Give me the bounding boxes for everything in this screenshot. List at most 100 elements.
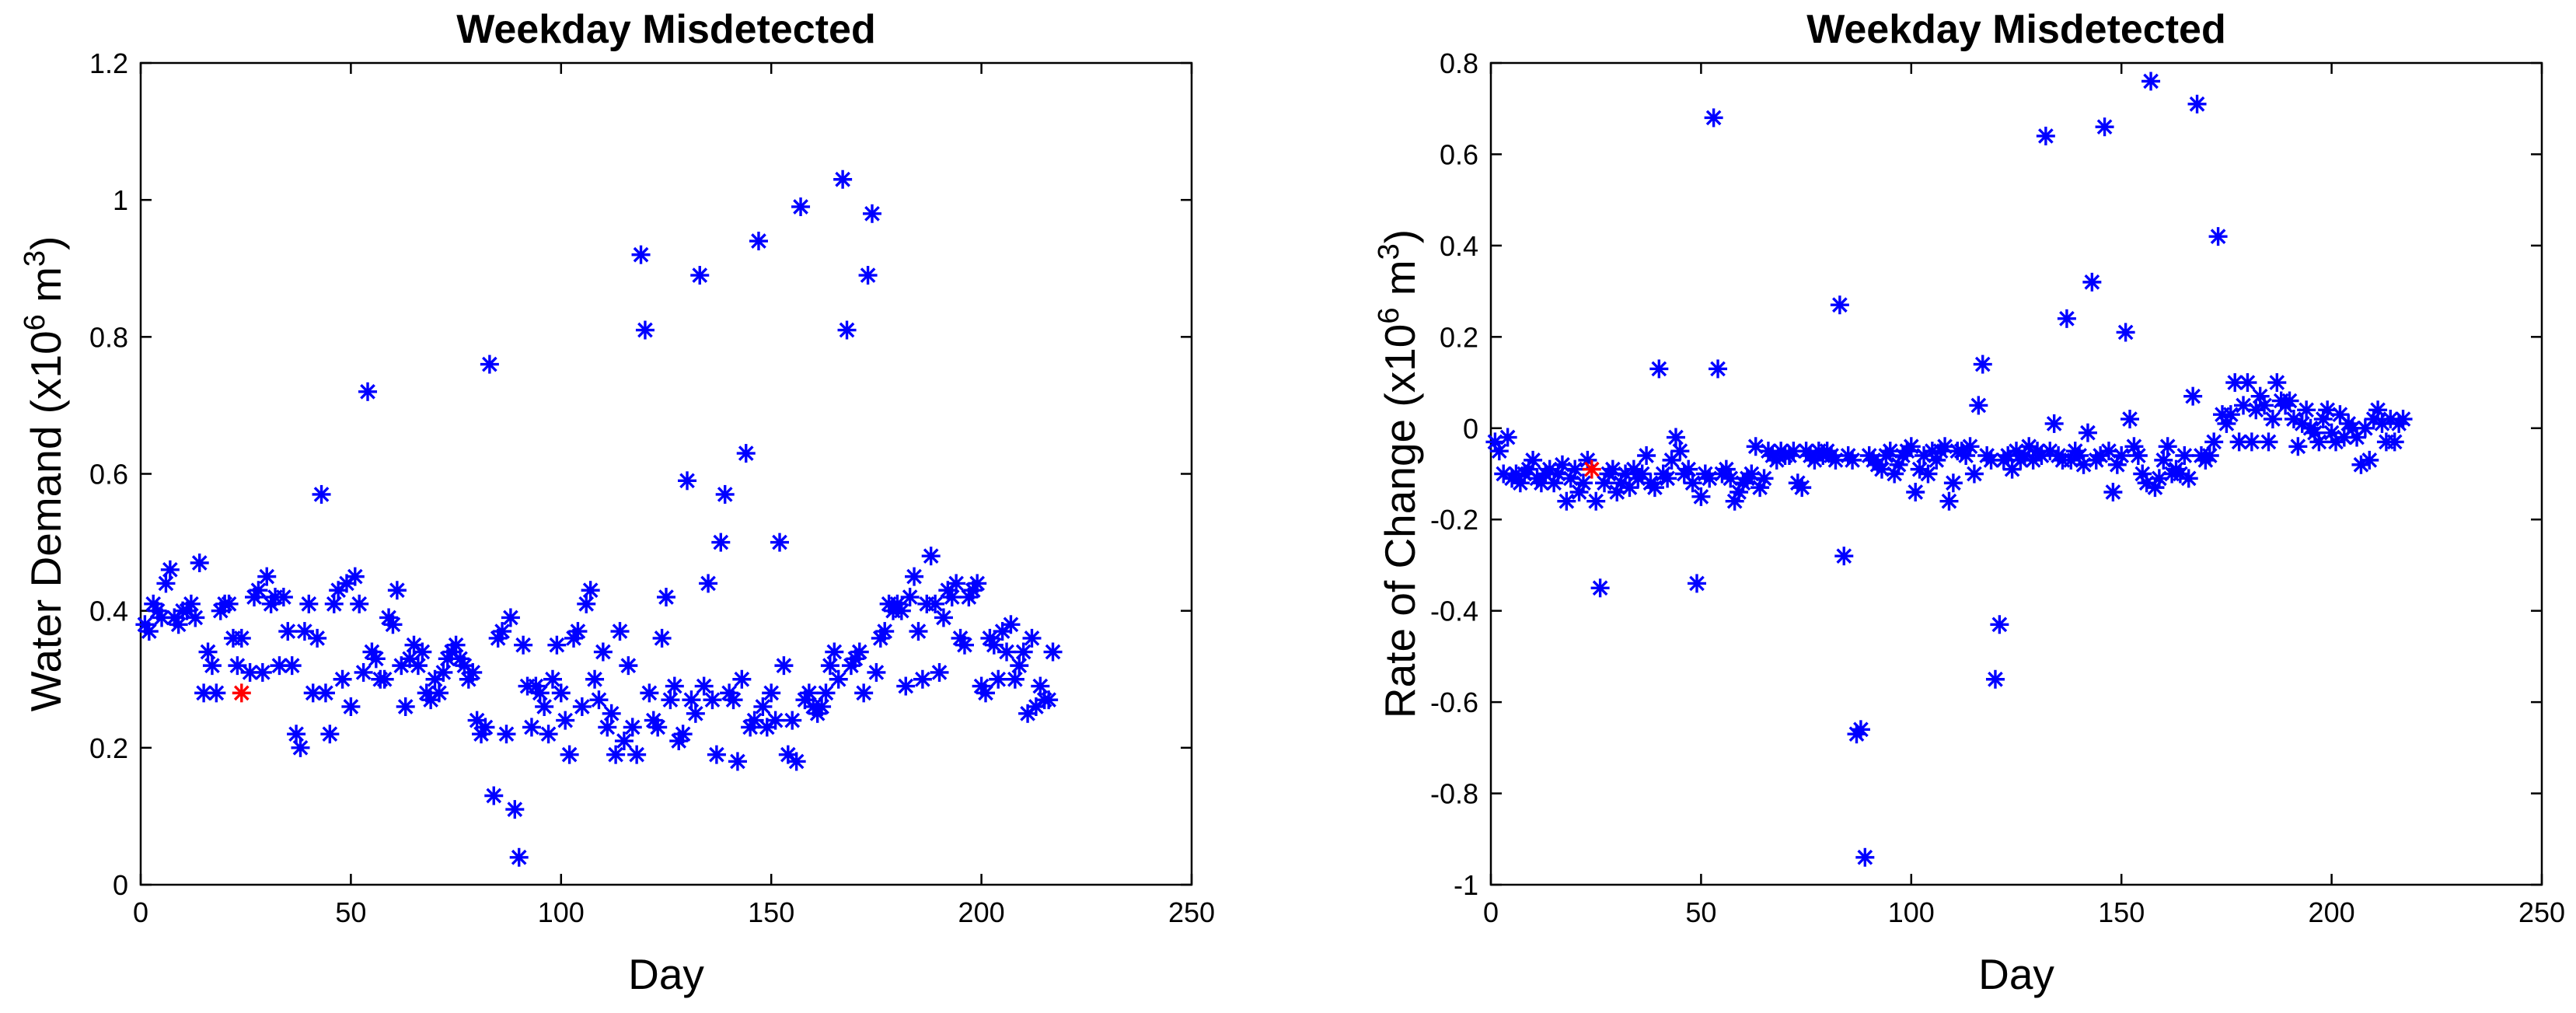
data-point — [837, 320, 857, 340]
data-point — [1704, 108, 1723, 127]
data-point — [2385, 432, 2404, 452]
data-point — [640, 683, 659, 703]
data-point — [207, 683, 226, 703]
data-point — [2267, 373, 2287, 393]
data-point — [2263, 410, 2282, 429]
data-point — [383, 615, 403, 634]
data-point — [2368, 400, 2388, 420]
data-point — [2078, 423, 2097, 442]
data-point — [829, 669, 848, 689]
data-point — [1960, 437, 1980, 456]
data-point — [1620, 478, 1639, 498]
y-axis-label-text: Rate of Change (x10 — [1376, 324, 1424, 719]
data-point — [160, 560, 180, 579]
x-tick-label: 150 — [2098, 896, 2145, 928]
data-point — [514, 635, 533, 655]
data-point — [968, 574, 987, 593]
data-point — [341, 697, 361, 716]
data-point — [2141, 72, 2161, 91]
data-point — [896, 676, 916, 696]
data-point — [572, 697, 592, 716]
data-point — [762, 683, 781, 703]
y-axis-label: Rate of Change (x106 m3) — [1373, 229, 1424, 718]
y-axis-label-text: Water Demand (x10 — [22, 330, 70, 711]
data-point — [501, 608, 520, 627]
y-axis-label: Water Demand (x106 m3) — [19, 236, 70, 712]
data-point — [652, 628, 672, 648]
y-axis-label-superscript: 6 — [19, 314, 51, 330]
x-tick-label: 50 — [1685, 896, 1716, 928]
data-point — [1843, 450, 1862, 470]
data-point — [787, 752, 806, 771]
data-point — [657, 588, 675, 607]
y-tick-label: -0.2 — [1430, 504, 1478, 536]
data-point — [1489, 442, 1509, 461]
x-tick-label: 250 — [2518, 896, 2565, 928]
data-point — [854, 683, 874, 703]
data-point — [745, 711, 764, 730]
data-point — [1666, 428, 1685, 447]
data-point — [867, 662, 886, 682]
data-point — [375, 669, 394, 689]
data-point — [783, 711, 802, 730]
data-point — [947, 574, 966, 593]
data-point — [963, 581, 983, 600]
data-point — [2154, 450, 2173, 470]
data-point — [678, 471, 697, 491]
data-point — [989, 669, 1008, 689]
data-point — [547, 635, 567, 655]
data-point — [568, 622, 588, 641]
data-point — [2351, 455, 2371, 474]
data-point — [749, 232, 768, 251]
data-point — [610, 622, 630, 641]
data-point — [446, 635, 466, 655]
data-point — [316, 683, 335, 703]
data-point — [303, 683, 323, 703]
data-point — [2360, 450, 2379, 470]
data-point — [156, 574, 176, 593]
chart-title: Weekday Misdetected — [1806, 7, 2225, 52]
data-point — [522, 718, 541, 737]
series-misdetected — [232, 683, 251, 703]
data-point — [240, 662, 260, 682]
chart-title: Weekday Misdetected — [456, 7, 875, 52]
data-point — [139, 622, 159, 641]
data-point — [627, 745, 647, 764]
data-point — [1973, 355, 1992, 374]
x-tick-label: 100 — [1888, 896, 1935, 928]
data-point — [299, 594, 319, 613]
series-normal — [135, 169, 1063, 867]
data-point — [913, 669, 932, 689]
data-point — [673, 725, 693, 744]
data-point — [2057, 309, 2076, 328]
data-point — [257, 567, 277, 586]
data-point — [2242, 432, 2261, 452]
data-point — [2091, 446, 2110, 466]
data-point — [1001, 615, 1021, 634]
data-point — [333, 669, 352, 689]
data-point — [707, 745, 726, 764]
data-point — [728, 752, 747, 771]
data-point — [358, 382, 378, 401]
y-axis-label-superscript: 3 — [1373, 243, 1405, 260]
data-point — [930, 662, 949, 682]
data-point — [249, 581, 268, 600]
data-point — [551, 683, 571, 703]
data-point — [1031, 676, 1050, 696]
data-point — [619, 656, 638, 676]
data-point — [631, 245, 651, 264]
data-point — [2082, 272, 2102, 292]
data-point — [892, 601, 911, 620]
data-point — [350, 594, 369, 613]
data-point — [2103, 482, 2123, 501]
data-point — [724, 690, 743, 710]
chart-rate-of-change: 0 50 100 150 200 250 -1 -0.8 -0.6 -0.4 -0.2 0 0.2 0.4… — [1373, 7, 2565, 998]
data-point — [1005, 669, 1024, 689]
data-point — [2112, 446, 2131, 466]
data-point — [354, 662, 373, 682]
series-misdetected — [1582, 459, 1601, 479]
data-point — [312, 484, 331, 504]
data-point — [909, 622, 928, 641]
data-point — [736, 444, 756, 463]
data-point — [1792, 478, 1812, 498]
